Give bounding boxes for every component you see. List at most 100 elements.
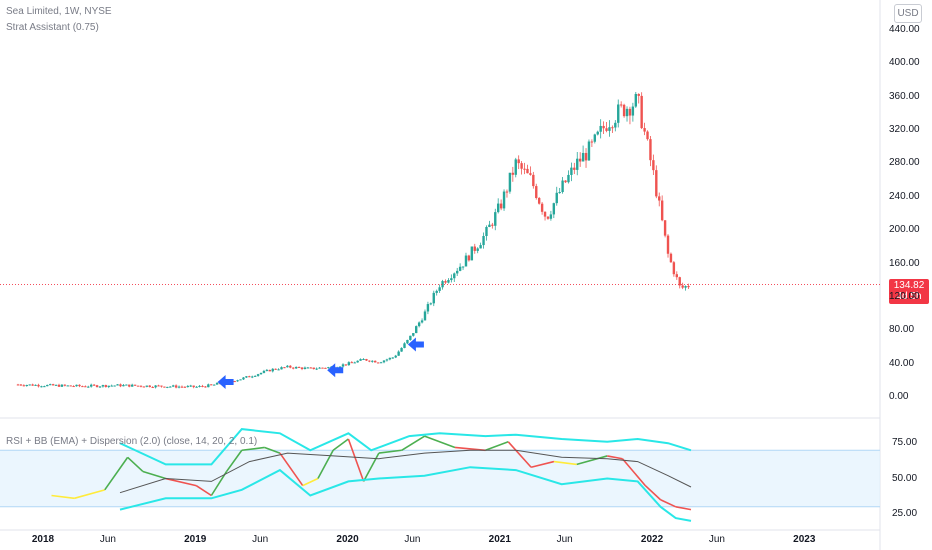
price-tick-label: 200.00 bbox=[889, 224, 920, 236]
rsi-line-segment bbox=[347, 438, 365, 482]
candle-body bbox=[113, 385, 116, 387]
candle-body bbox=[458, 266, 462, 271]
candle-body bbox=[537, 198, 541, 204]
last-price-tag: 134.82 4d 5h bbox=[889, 279, 929, 304]
candle-body bbox=[215, 382, 219, 385]
candle-body bbox=[658, 196, 661, 201]
candle-body bbox=[280, 367, 283, 370]
time-tick-label: 2021 bbox=[488, 534, 511, 545]
candle-body bbox=[210, 384, 213, 386]
candle-body bbox=[204, 386, 207, 388]
candle-body bbox=[535, 186, 538, 199]
candle-body bbox=[28, 384, 31, 386]
candle-body bbox=[148, 385, 151, 388]
candle-body bbox=[435, 290, 438, 293]
candle-body bbox=[394, 355, 397, 358]
candle-body bbox=[163, 386, 166, 388]
candle-body bbox=[189, 385, 192, 387]
candle-body bbox=[174, 385, 178, 388]
candle-body bbox=[426, 304, 430, 312]
candle-body bbox=[347, 362, 351, 366]
price-tick-label: 0.00 bbox=[889, 391, 909, 402]
candle-body bbox=[570, 167, 573, 175]
candle-body bbox=[669, 253, 673, 263]
candle-body bbox=[622, 104, 626, 117]
candle-body bbox=[368, 360, 371, 362]
candle-body bbox=[239, 379, 242, 381]
price-tick-label: 360.00 bbox=[889, 90, 920, 102]
rsi-line-segment bbox=[165, 477, 197, 487]
candle-body bbox=[470, 246, 474, 261]
candle-body bbox=[54, 384, 58, 386]
candle-body bbox=[499, 203, 503, 209]
candle-body bbox=[46, 384, 49, 387]
rsi-line-segment bbox=[660, 499, 677, 508]
rsi-legend[interactable]: RSI + BB (EMA) + Dispersion (2.0) (close… bbox=[6, 436, 258, 447]
candle-body bbox=[72, 386, 75, 388]
candle-body bbox=[619, 104, 623, 106]
candle-body bbox=[248, 376, 251, 378]
time-tick-label: 2018 bbox=[31, 534, 55, 545]
candle-body bbox=[672, 262, 676, 275]
candle-body bbox=[212, 384, 216, 386]
candle-body bbox=[341, 364, 345, 367]
time-tick-label: Jun bbox=[404, 534, 421, 545]
candle-body bbox=[119, 384, 122, 387]
rsi-line-segment bbox=[424, 435, 456, 449]
price-tick-label: 160.00 bbox=[889, 257, 920, 269]
candle-body bbox=[236, 380, 239, 382]
symbol-legend[interactable]: Sea Limited, 1W, NYSE bbox=[6, 6, 112, 17]
candle-body bbox=[186, 386, 190, 388]
signal-arrow-icon bbox=[217, 374, 234, 389]
candle-body bbox=[145, 385, 149, 387]
candle-body bbox=[409, 335, 412, 340]
candle-body bbox=[496, 203, 500, 213]
candle-body bbox=[315, 368, 318, 370]
candle-body bbox=[438, 287, 441, 291]
candle-body bbox=[245, 376, 248, 378]
candle-body bbox=[403, 343, 406, 348]
currency-button[interactable]: USD bbox=[894, 4, 922, 23]
rsi-line-segment bbox=[530, 460, 555, 469]
candle-body bbox=[608, 127, 611, 131]
candle-body bbox=[502, 191, 506, 209]
candle-body bbox=[192, 385, 195, 388]
candle-body bbox=[576, 158, 579, 170]
price-tick-label: 400.00 bbox=[889, 57, 920, 69]
candle-body bbox=[242, 377, 245, 380]
candle-body bbox=[552, 203, 556, 215]
rsi-line-segment bbox=[507, 441, 532, 468]
candle-body bbox=[371, 360, 374, 362]
candle-body bbox=[262, 370, 266, 373]
candle-body bbox=[423, 311, 427, 321]
rsi-line-segment bbox=[485, 441, 509, 452]
candle-body bbox=[646, 131, 649, 140]
candle-body bbox=[391, 357, 394, 359]
time-tick-label: Jun bbox=[252, 534, 269, 545]
candle-body bbox=[505, 191, 509, 193]
candle-body bbox=[57, 384, 61, 387]
indicator-legend[interactable]: Strat Assistant (0.75) bbox=[6, 22, 99, 33]
rsi-line-segment bbox=[621, 458, 646, 487]
candle-body bbox=[306, 367, 310, 369]
candle-body bbox=[25, 385, 28, 387]
candle-body bbox=[491, 224, 494, 226]
candle-body bbox=[16, 384, 20, 386]
rsi-line-segment bbox=[644, 485, 662, 501]
candle-body bbox=[447, 280, 450, 283]
candle-body bbox=[587, 141, 591, 161]
price-tick-label: 240.00 bbox=[889, 190, 920, 202]
candle-body bbox=[376, 362, 380, 364]
candle-body bbox=[207, 384, 210, 388]
candle-body bbox=[564, 180, 567, 183]
candle-body bbox=[34, 384, 37, 386]
candle-body bbox=[169, 386, 172, 388]
candle-body bbox=[116, 384, 119, 386]
candle-body bbox=[128, 384, 131, 387]
candle-body bbox=[312, 367, 315, 370]
candle-body bbox=[631, 106, 635, 116]
price-tick-label: 120.00 bbox=[889, 290, 920, 302]
candle-body bbox=[388, 357, 392, 360]
